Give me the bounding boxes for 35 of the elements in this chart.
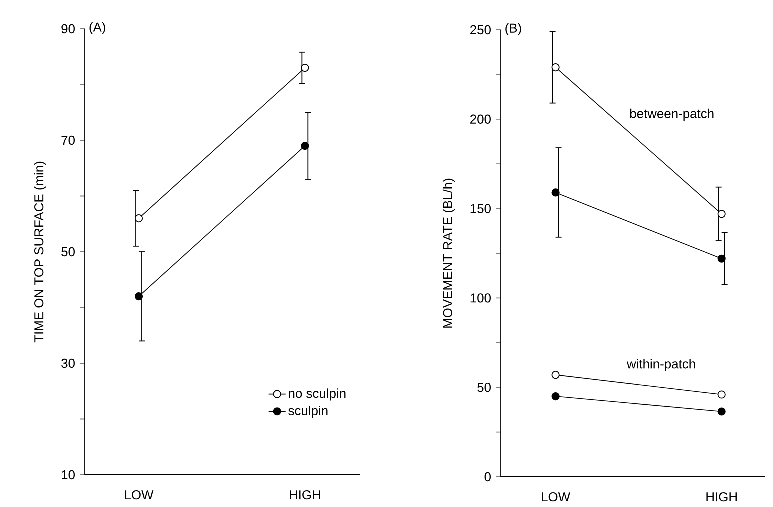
- point: [301, 142, 310, 150]
- point: [301, 64, 310, 72]
- y-tick-label: 70: [62, 136, 75, 146]
- y-tick-label: 90: [62, 24, 75, 34]
- point: [718, 210, 726, 218]
- y-tick-label: 50: [62, 247, 75, 257]
- point: [552, 392, 560, 401]
- y-axis-title: MOVEMENT RATE (BL/h): [442, 178, 456, 328]
- y-tick-label: 250: [470, 25, 491, 35]
- y-tick-label: 30: [62, 358, 75, 368]
- y-tick-label: 200: [470, 114, 491, 124]
- x-tick-label: HIGH: [290, 490, 320, 500]
- y-tick-label: 10: [62, 470, 75, 480]
- y-tick-label: 150: [470, 204, 491, 214]
- point: [134, 214, 144, 223]
- point: [552, 63, 560, 72]
- annotation: between-patch: [630, 108, 714, 121]
- y-tick-label: 0: [484, 472, 491, 482]
- y-axis-title: TIME ON TOP SURFACE (min): [34, 162, 46, 343]
- legend-label: no sculpin: [289, 388, 346, 401]
- chart-title: (A): [90, 22, 106, 34]
- point: [552, 188, 560, 197]
- point: [134, 292, 144, 301]
- y-tick-label: 100: [470, 294, 491, 303]
- x-tick-label: LOW: [542, 492, 571, 502]
- y-tick-label: 50: [478, 383, 491, 392]
- x-tick-label: LOW: [125, 490, 154, 500]
- x-tick-label: HIGH: [706, 492, 737, 502]
- chart-title: (B): [506, 23, 522, 36]
- point: [552, 371, 560, 380]
- point: [718, 408, 726, 416]
- annotation: within-patch: [626, 359, 696, 372]
- point: [718, 254, 726, 263]
- legend-label: sculpin: [288, 406, 328, 418]
- point: [718, 390, 726, 399]
